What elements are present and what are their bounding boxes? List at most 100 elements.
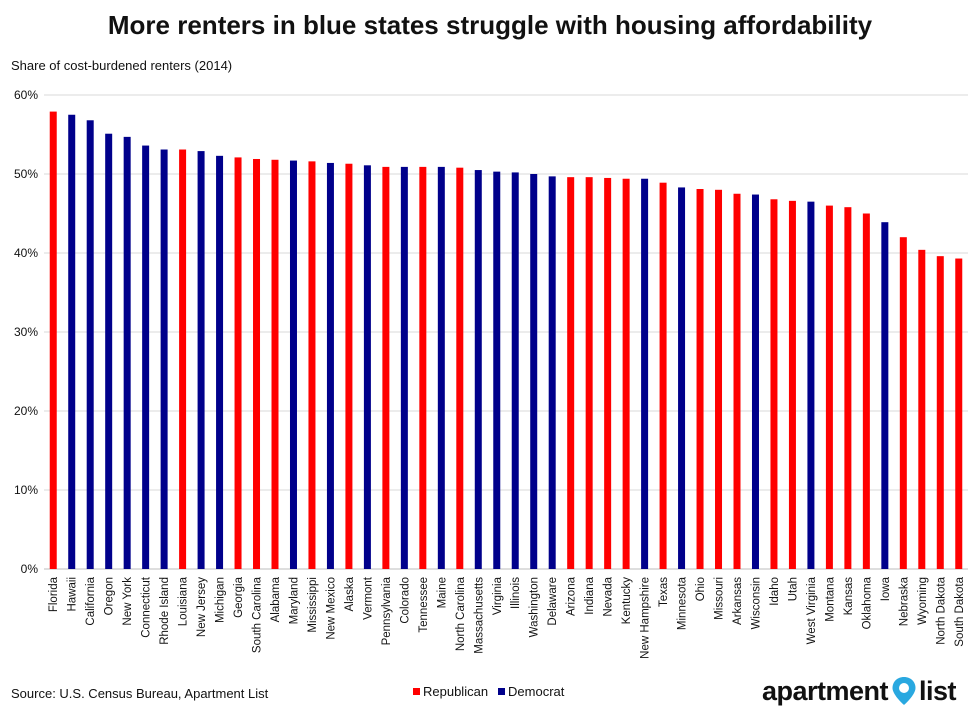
- bar-maryland: [289, 160, 297, 569]
- x-tick-label: Maine: [436, 577, 448, 608]
- x-tick-label: Connecticut: [141, 576, 153, 638]
- bar-nevada: [604, 177, 612, 569]
- bar-arizona: [567, 177, 575, 569]
- x-tick-label: Nebraska: [898, 576, 910, 626]
- bar-minnesota: [678, 187, 686, 569]
- bar-california: [86, 120, 94, 569]
- bar-south-carolina: [253, 158, 261, 570]
- x-tick-label: Montana: [824, 576, 836, 621]
- x-tick-label: Arkansas: [732, 577, 744, 625]
- x-tick-label: Ohio: [695, 577, 707, 601]
- x-tick-label: Utah: [787, 577, 799, 601]
- x-tick-label: North Dakota: [935, 576, 947, 644]
- legend-item-democrat: Democrat: [498, 684, 564, 699]
- x-tick-label: Louisiana: [178, 576, 190, 626]
- y-tick-label: 0%: [21, 562, 39, 576]
- bar-vermont: [363, 165, 371, 569]
- x-tick-label: Minnesota: [677, 576, 689, 630]
- y-axis-label: Share of cost-burdened renters (2014): [11, 58, 233, 73]
- bar-mississippi: [308, 161, 316, 570]
- x-tick-label: Florida: [48, 576, 60, 612]
- chart-title: More renters in blue states struggle wit…: [107, 10, 873, 40]
- x-tick-label: New York: [122, 577, 134, 626]
- bar-missouri: [715, 189, 723, 570]
- legend-label-republican: Republican: [423, 684, 489, 699]
- x-tick-label: New Mexico: [325, 577, 337, 640]
- x-tick-label: Wyoming: [917, 577, 929, 625]
- bar-north-carolina: [456, 167, 464, 569]
- x-tick-label: Oklahoma: [861, 576, 873, 629]
- bar-south-dakota: [955, 258, 963, 569]
- y-tick-label: 60%: [14, 88, 38, 102]
- bar-arkansas: [733, 193, 741, 569]
- y-tick-label: 20%: [14, 404, 38, 418]
- x-tick-label: Kansas: [843, 577, 855, 616]
- legend: Republican Democrat: [413, 684, 564, 699]
- x-tick-label: Rhode Island: [159, 577, 171, 645]
- bar-alabama: [271, 159, 279, 569]
- x-tick-label: West Virginia: [806, 576, 818, 644]
- y-tick-label: 50%: [14, 167, 38, 181]
- x-tick-label: Iowa: [880, 576, 892, 601]
- x-tick-label: Pennsylvania: [381, 576, 393, 645]
- apartment-list-logo: apartment list: [762, 674, 957, 708]
- bar-kentucky: [622, 178, 630, 570]
- bar-indiana: [585, 177, 593, 569]
- bar-new-hampshire: [641, 178, 649, 570]
- bar-texas: [659, 182, 667, 569]
- x-tick-label: North Carolina: [455, 576, 467, 651]
- bar-rhode-island: [160, 149, 168, 569]
- x-tick-label: Kentucky: [621, 577, 633, 625]
- x-tick-label: South Carolina: [252, 576, 264, 653]
- bar-oklahoma: [862, 213, 870, 569]
- bar-new-jersey: [197, 151, 205, 569]
- x-tick-label: Missouri: [714, 577, 726, 620]
- x-tick-label: Massachusetts: [473, 577, 485, 654]
- bar-wisconsin: [751, 194, 759, 570]
- bar-washington: [530, 174, 538, 569]
- bar-virginia: [493, 171, 501, 569]
- bar-iowa: [881, 222, 889, 569]
- x-tick-label: Idaho: [769, 577, 781, 606]
- bar-west-virginia: [807, 201, 815, 569]
- bar-montana: [825, 205, 833, 569]
- bar-illinois: [511, 172, 519, 570]
- x-tick-label: Alabama: [270, 576, 282, 622]
- logo-text-right: list: [919, 675, 957, 706]
- x-tick-label: South Dakota: [954, 576, 966, 646]
- x-tick-label: Tennessee: [418, 577, 430, 633]
- bar-north-dakota: [936, 256, 944, 569]
- x-tick-label: Alaska: [344, 576, 356, 611]
- y-tick-label: 10%: [14, 483, 38, 497]
- bar-new-mexico: [326, 162, 334, 569]
- logo-text-left: apartment: [762, 675, 889, 706]
- bar-nebraska: [899, 237, 907, 569]
- x-tick-label: Nevada: [603, 576, 615, 616]
- y-tick-label: 40%: [14, 246, 38, 260]
- x-tick-label: Washington: [529, 577, 541, 637]
- bar-connecticut: [142, 145, 150, 569]
- bar-louisiana: [179, 149, 187, 569]
- legend-swatch-republican: [413, 688, 420, 695]
- x-tick-label: Oregon: [104, 577, 116, 615]
- x-tick-label: New Jersey: [196, 577, 208, 637]
- x-tick-label: Arizona: [566, 576, 578, 616]
- bar-hawaii: [68, 114, 76, 569]
- y-tick-label: 30%: [14, 325, 38, 339]
- bar-wyoming: [918, 249, 926, 569]
- x-tick-label: Wisconsin: [750, 577, 762, 629]
- source-note: Source: U.S. Census Bureau, Apartment Li…: [11, 686, 269, 701]
- bar-oregon: [105, 133, 113, 569]
- x-tick-label: Michigan: [215, 577, 227, 623]
- x-tick-label: Colorado: [399, 577, 411, 624]
- bar-georgia: [234, 157, 242, 569]
- bar-maine: [437, 166, 445, 569]
- x-tick-label: Maryland: [288, 577, 300, 624]
- x-tick-label: Hawaii: [67, 577, 79, 612]
- bar-colorado: [400, 166, 408, 569]
- bar-alaska: [345, 163, 353, 570]
- bar-chart: 0% 10% 20% 30% 40% 50% 60% Florida Hawaii Califor…: [14, 88, 968, 659]
- x-tick-label: Mississippi: [307, 577, 319, 633]
- bar-massachusetts: [474, 170, 482, 570]
- x-tick-label: Indiana: [584, 576, 596, 614]
